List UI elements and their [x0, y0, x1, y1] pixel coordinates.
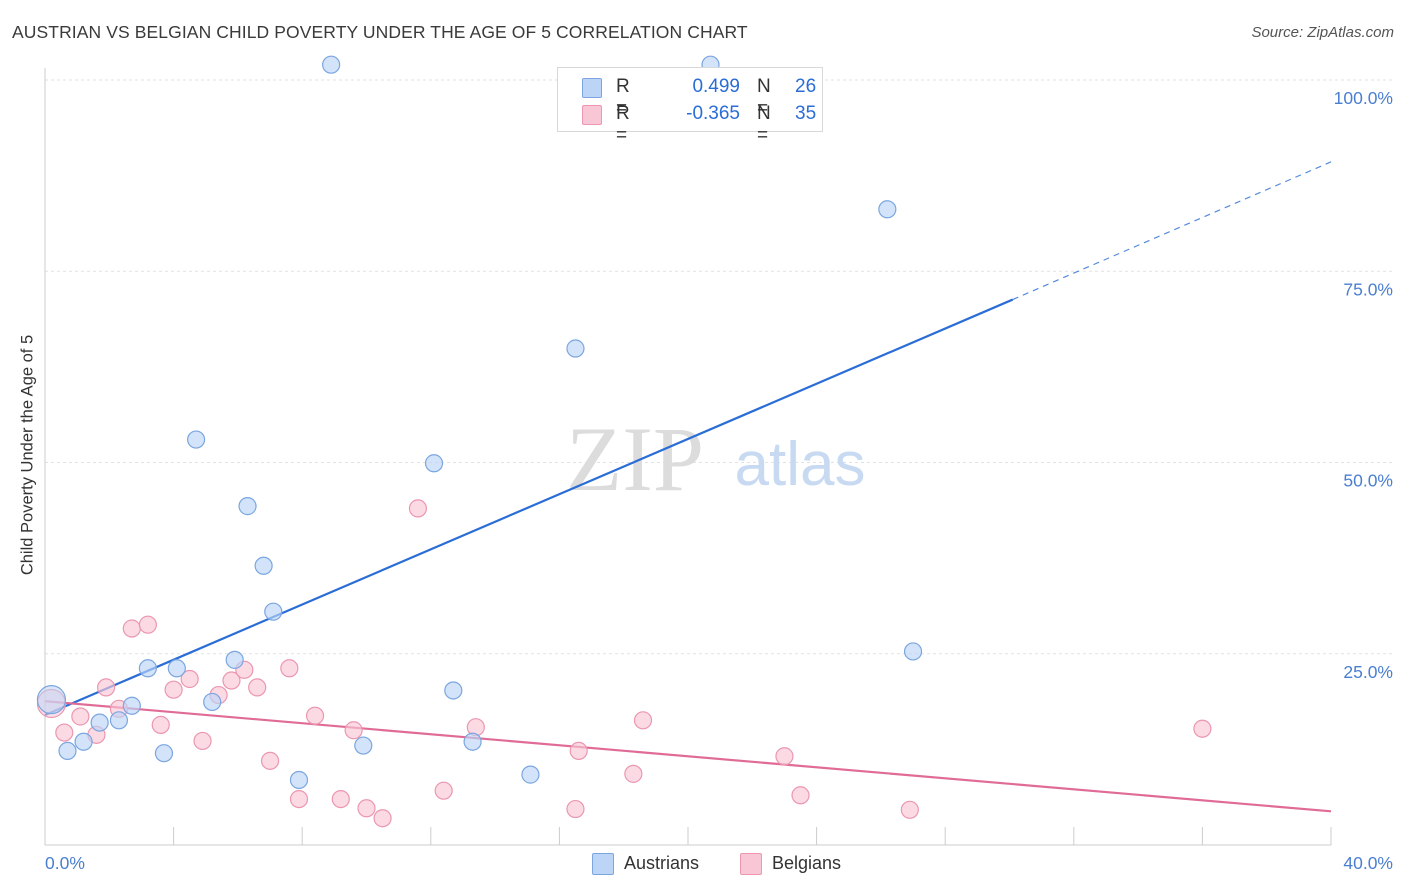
- austrians-swatch: [592, 853, 614, 875]
- belgians-point: [122, 619, 141, 638]
- r-value: 0.499: [692, 76, 740, 97]
- trend-lines: [44, 161, 1332, 813]
- belgians-point: [408, 499, 428, 518]
- tick-labels: 25.0% 50.0% 75.0% 100.0% 0.0% 40.0%: [45, 88, 1393, 873]
- y-tick-label: 100.0%: [1334, 88, 1393, 108]
- austrians-swatch: [582, 78, 602, 98]
- belgians-point: [305, 706, 325, 725]
- austrians-point: [167, 659, 186, 678]
- n-label: N =: [757, 103, 771, 146]
- n-value: 26: [795, 76, 817, 97]
- y-tick-label: 75.0%: [1343, 279, 1393, 299]
- belgians-trend-line: [44, 700, 1332, 813]
- austrians-point: [444, 681, 463, 700]
- austrians-trend-extension: [1012, 161, 1332, 301]
- belgians-point: [193, 731, 212, 751]
- belgians-point: [151, 715, 170, 734]
- austrians-point: [521, 765, 540, 784]
- x-tick-label: 0.0%: [45, 853, 85, 873]
- austrians-point: [187, 430, 206, 449]
- belgians-point: [791, 786, 810, 805]
- austrians-point: [463, 732, 482, 751]
- n-label: N =: [757, 76, 771, 119]
- source-credit: Source: ZipAtlas.com: [1251, 24, 1394, 41]
- belgians-label: Belgians: [772, 853, 842, 873]
- belgians-point: [180, 669, 199, 689]
- austrians-point: [203, 692, 222, 712]
- belgians-point: [569, 741, 588, 761]
- austrians-point: [154, 744, 174, 763]
- grid-lines: [45, 79, 1393, 655]
- belgians-point: [633, 711, 653, 730]
- r-label: R =: [616, 103, 630, 146]
- belgians-point: [222, 671, 241, 690]
- chart-title: AUSTRIAN VS BELGIAN CHILD POVERTY UNDER …: [12, 22, 748, 42]
- belgians-point: [289, 789, 309, 809]
- belgians-point: [138, 615, 157, 634]
- belgians-point: [624, 764, 643, 783]
- austrians-point: [264, 602, 283, 621]
- belgians-point: [775, 747, 794, 766]
- belgians-point: [280, 659, 299, 678]
- austrians-point: [354, 736, 373, 755]
- y-tick-label: 50.0%: [1343, 471, 1393, 491]
- belgians-point: [566, 799, 585, 819]
- austrians-point: [74, 732, 93, 751]
- austrians-point: [225, 650, 244, 669]
- belgians-point: [900, 800, 919, 819]
- belgians-point: [1193, 719, 1212, 738]
- belgians-point: [373, 809, 392, 828]
- austrians-point: [903, 642, 923, 661]
- belgians-point: [96, 678, 116, 697]
- austrians-point: [109, 711, 129, 730]
- belgians-point: [434, 781, 453, 800]
- austrians-label: Austrians: [624, 853, 700, 873]
- belgians-point: [344, 721, 363, 740]
- austrians-point: [566, 339, 585, 358]
- belgians-point: [164, 680, 183, 699]
- x-tick-label: 40.0%: [1343, 853, 1393, 873]
- austrians-point: [322, 55, 341, 74]
- austrians-point: [878, 200, 897, 219]
- n-value: 35: [795, 103, 817, 124]
- r-label: R =: [616, 76, 630, 119]
- austrians-point: [138, 659, 157, 678]
- austrians-trend-line: [44, 298, 1014, 716]
- belgians-swatch: [582, 105, 602, 125]
- austrians-point: [289, 770, 309, 790]
- austrians-point: [424, 454, 444, 473]
- belgians-point: [71, 707, 90, 726]
- austrians-point: [58, 741, 77, 761]
- austrians-point: [90, 713, 109, 732]
- belgians-point: [55, 723, 74, 742]
- y-tick-label: 25.0%: [1343, 662, 1393, 682]
- data-points: [36, 55, 1212, 828]
- watermark: ZIP atlas: [566, 408, 865, 510]
- austrians-point: [122, 696, 141, 715]
- belgians-point: [357, 799, 376, 818]
- watermark-atlas: atlas: [735, 430, 866, 499]
- belgians-swatch: [740, 853, 762, 875]
- austrians-point: [36, 685, 67, 715]
- r-value: -0.365: [686, 103, 740, 124]
- austrians-point: [254, 556, 273, 575]
- correlation-legend: R = 0.499 N = 26 R = -0.365 N = 35: [557, 67, 823, 146]
- watermark-zip: ZIP: [566, 408, 704, 510]
- belgians-point: [260, 751, 280, 770]
- belgians-point: [331, 789, 350, 809]
- belgians-point: [248, 678, 267, 697]
- austrians-point: [238, 497, 257, 516]
